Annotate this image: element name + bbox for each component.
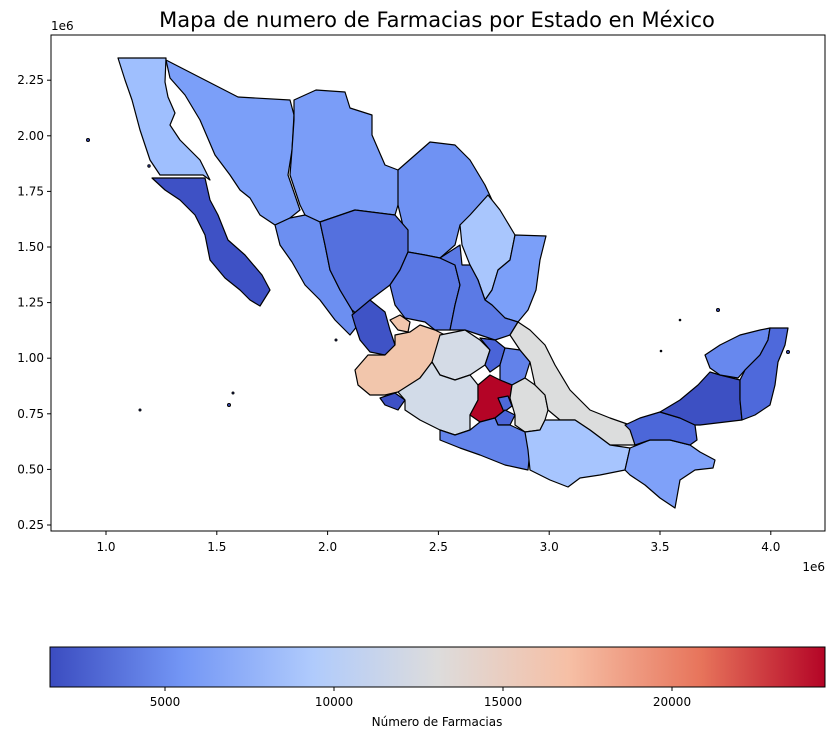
- island: [86, 138, 90, 142]
- x-axis: 1.0 1.5 2.0 2.5 3.0 3.5 4.0: [96, 531, 780, 554]
- island: [147, 164, 151, 168]
- colorbar-tick-label: 20000: [653, 695, 691, 709]
- state-quintana-roo: [739, 327, 789, 421]
- colorbar-tick-label: 15000: [484, 695, 522, 709]
- state-baja-california-sur: [151, 177, 271, 307]
- colorbar-tick-label: 10000: [315, 695, 353, 709]
- y-tick-label: 1.25: [17, 296, 44, 310]
- state-sonora: [165, 59, 301, 226]
- x-tick-label: 1.0: [96, 540, 115, 554]
- y-tick-label: 2.25: [17, 73, 44, 87]
- state-aguascalientes: [389, 314, 411, 333]
- state-colima: [379, 392, 406, 411]
- y-tick-label: 1.50: [17, 240, 44, 254]
- colorbar-tick-label: 5000: [150, 695, 181, 709]
- y-tick-label: 0.50: [17, 462, 44, 476]
- state-durango: [319, 209, 409, 316]
- state-baja-california: [117, 57, 211, 181]
- islands: [86, 138, 790, 412]
- x-tick-label: 4.0: [761, 540, 780, 554]
- x-tick-label: 2.5: [429, 540, 448, 554]
- y-offset-label: 1e6: [51, 19, 74, 33]
- y-tick-label: 1.00: [17, 351, 44, 365]
- colorbar-ticks: 5000 10000 15000 20000: [150, 687, 691, 709]
- island: [716, 308, 720, 312]
- y-tick-label: 0.25: [17, 518, 44, 532]
- state-tabasco: [624, 411, 698, 446]
- x-tick-label: 2.0: [318, 540, 337, 554]
- state-queretaro: [479, 337, 506, 373]
- island: [231, 391, 235, 395]
- x-tick-label: 3.5: [650, 540, 669, 554]
- island: [227, 403, 231, 407]
- x-tick-label: 3.0: [540, 540, 559, 554]
- colorbar-label: Número de Farmacias: [372, 715, 503, 729]
- x-tick-label: 1.5: [207, 540, 226, 554]
- island: [678, 318, 682, 322]
- colorbar: [49, 646, 826, 688]
- y-axis: 0.25 0.50 0.75 1.00 1.25 1.50 1.75 2.00 2.25: [17, 73, 51, 532]
- y-tick-label: 2.00: [17, 129, 44, 143]
- island: [659, 349, 663, 353]
- y-tick-label: 0.75: [17, 407, 44, 421]
- island: [334, 338, 338, 342]
- x-offset-label: 1e6: [802, 560, 825, 574]
- y-tick-label: 1.75: [17, 184, 44, 198]
- island: [786, 350, 790, 354]
- map-title: Mapa de numero de Farmacias por Estado e…: [159, 8, 715, 32]
- map-states: [117, 57, 789, 509]
- island: [138, 408, 142, 412]
